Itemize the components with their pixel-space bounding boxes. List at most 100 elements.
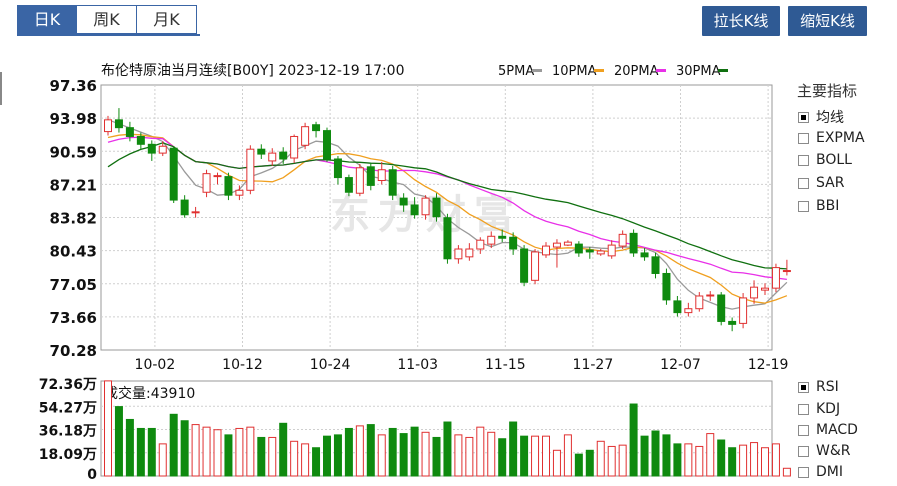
- price-tick-label: 97.36: [50, 77, 97, 95]
- candle-body: [213, 175, 222, 178]
- volume-bar: [563, 434, 572, 477]
- sub-indicator-macd[interactable]: MACD: [798, 422, 858, 438]
- checkbox-icon: [798, 445, 809, 457]
- candle-body: [618, 233, 627, 247]
- candle-body: [542, 245, 550, 256]
- indicator-expma[interactable]: EXPMA: [798, 130, 865, 146]
- date-tick-label: 11-27: [573, 357, 614, 373]
- candle-body: [202, 173, 211, 193]
- checkbox-icon: [798, 111, 809, 123]
- candle-body: [235, 189, 244, 196]
- candle-body: [662, 272, 671, 301]
- volume-tick-label: 0: [87, 467, 97, 483]
- price-tick-label: 70.28: [50, 342, 97, 360]
- volume-bar: [410, 426, 419, 477]
- volume-bar: [717, 439, 726, 477]
- indicator-ma[interactable]: 均线: [798, 107, 844, 127]
- tab-week-k[interactable]: 周K: [77, 5, 137, 34]
- indicator-sar[interactable]: SAR: [798, 175, 844, 191]
- volume-bar: [213, 429, 222, 477]
- candle-body: [388, 169, 397, 196]
- candle-body: [498, 235, 507, 239]
- candle-body: [706, 294, 715, 297]
- sub-indicator-rsi[interactable]: RSI: [798, 379, 839, 395]
- ma-legend-swatch: [656, 69, 666, 72]
- candle-body: [574, 243, 583, 254]
- volume-bar: [432, 436, 441, 477]
- indicator-bbi[interactable]: BBI: [798, 198, 839, 214]
- stretch-k-button[interactable]: 拉长K线: [702, 6, 780, 36]
- candle-body: [246, 148, 255, 191]
- volume-tick-label: 72.36万: [39, 377, 97, 393]
- volume-bar: [629, 403, 638, 477]
- tab-day-k[interactable]: 日K: [17, 5, 77, 34]
- sub-indicator-dmi[interactable]: DMI: [798, 464, 843, 480]
- volume-bar: [465, 436, 474, 477]
- price-tick-label: 93.98: [50, 110, 97, 128]
- volume-bar: [169, 413, 178, 477]
- volume-bar: [279, 422, 288, 477]
- volume-bar: [498, 438, 507, 477]
- candle-body: [169, 147, 178, 201]
- candle-body: [104, 119, 112, 133]
- candle-body: [377, 169, 386, 182]
- indicator-boll[interactable]: BOLL: [798, 152, 852, 168]
- date-tick-label: 11-03: [397, 357, 438, 373]
- date-tick-label: 12-07: [660, 357, 701, 373]
- candle-body: [454, 248, 463, 260]
- candle-body: [476, 239, 485, 250]
- date-tick-label: 10-02: [135, 357, 176, 373]
- candle-body: [761, 287, 769, 291]
- volume-bar: [443, 421, 452, 477]
- volume-bar: [739, 444, 748, 477]
- candles: [104, 108, 791, 332]
- date-tick-label: 10-24: [310, 357, 351, 373]
- sub-indicator-kdj[interactable]: KDJ: [798, 401, 840, 417]
- volume-bar: [476, 426, 485, 477]
- volume-bar: [684, 443, 693, 477]
- volume-bar: [618, 444, 627, 477]
- candle-body: [136, 135, 145, 145]
- volume-bar: [421, 431, 430, 477]
- candle-body: [607, 244, 616, 257]
- period-tabs: 日K 周K 月K: [17, 5, 197, 34]
- volume-bar: [125, 418, 134, 477]
- checkbox-icon: [798, 200, 809, 212]
- volume-bar: [246, 426, 255, 477]
- volume-bar: [114, 406, 123, 477]
- candle-body: [180, 199, 189, 216]
- candle-body: [344, 177, 353, 193]
- ma-legend: 5PMA 10PMA 20PMA 30PMA: [498, 64, 728, 79]
- tab-month-k[interactable]: 月K: [137, 5, 197, 34]
- sub-indicator-wr[interactable]: W&R: [798, 443, 851, 459]
- date-tick-label: 10-12: [222, 357, 263, 373]
- price-tick-label: 87.21: [50, 176, 97, 194]
- volume-bar: [640, 435, 649, 477]
- candle-body: [279, 151, 288, 160]
- candle-body: [443, 217, 452, 260]
- checkbox-icon: [798, 424, 809, 436]
- candle-body: [290, 135, 299, 159]
- volume-bar: [268, 436, 277, 477]
- volume-bar: [750, 442, 759, 477]
- volume-bar: [520, 435, 529, 477]
- volume-bar: [104, 380, 112, 477]
- volume-bar: [695, 445, 704, 477]
- candle-body: [531, 251, 540, 281]
- volume-bar: [651, 430, 660, 477]
- volume-bar: [147, 427, 156, 477]
- date-tick-label: 12-19: [748, 357, 789, 373]
- volume-bar: [235, 427, 244, 477]
- candle-body: [695, 295, 704, 310]
- left-edge-marker: [0, 72, 2, 105]
- volume-tick-label: 18.09万: [39, 447, 97, 463]
- ma-legend-label: 5PMA: [498, 64, 534, 79]
- candle-body: [684, 308, 693, 314]
- candle-body: [366, 166, 375, 186]
- volume-tick-label: 36.18万: [39, 424, 97, 440]
- candle-body: [333, 158, 342, 179]
- shrink-k-button[interactable]: 缩短K线: [788, 6, 867, 36]
- volume-bar: [728, 447, 737, 477]
- ma-legend-swatch: [594, 69, 604, 72]
